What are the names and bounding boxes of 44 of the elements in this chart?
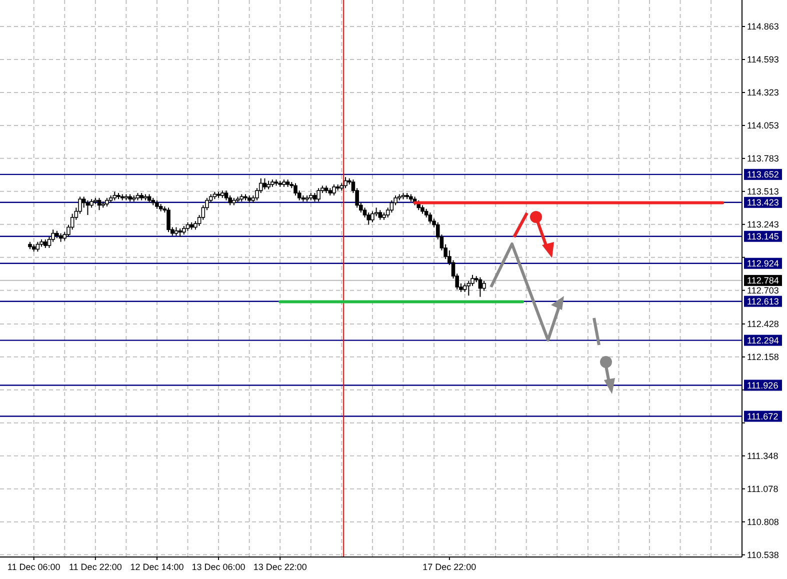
y-tick-label: 114.863 [747,22,779,32]
x-tick-label: 12 Dec 14:00 [130,562,184,572]
x-tick-label: 13 Dec 22:00 [253,562,307,572]
x-tick-label: 13 Dec 06:00 [192,562,246,572]
candlestick [97,197,102,211]
candlestick [378,210,382,220]
y-tick-label: 110.538 [747,550,779,560]
candlestick [262,178,267,190]
y-tick-label: 110.808 [747,516,779,527]
y-tick-label: 112.158 [747,352,779,362]
y-tick-label: 111.348 [747,450,778,461]
y-tick-label: 113.513 [747,186,779,196]
candlestick [228,194,232,206]
y-tick-label: 113.243 [747,219,779,230]
candlestick [316,188,320,202]
y-tick-label: 111.078 [747,484,778,494]
ref-line-label: 112.924 [747,258,779,268]
candlestick [166,207,170,233]
ref-line-label: 112.294 [747,335,779,346]
candlestick [224,190,228,201]
x-tick-label: 17 Dec 22:00 [422,562,476,572]
y-tick-label: 113.783 [747,153,779,164]
x-tick-label: 11 Dec 06:00 [7,562,60,572]
y-tick-label: 112.703 [747,285,779,296]
candlestick [428,212,432,224]
x-tick-label: 11 Dec 22:00 [68,562,122,572]
y-tick-label: 114.323 [747,87,779,98]
candlestick [478,276,482,298]
ref-line-label: 112.613 [747,296,779,306]
candlestick [390,200,394,214]
ref-line-label: 113.652 [747,169,779,180]
y-tick-label: 114.053 [747,120,779,130]
candlestick [36,241,40,252]
ref-line-label: 112.784 [747,275,779,286]
candlestick [482,280,486,292]
candlestick [344,176,348,189]
ref-line-label: 113.423 [747,197,779,208]
ref-line-label: 113.145 [747,231,779,242]
candlestick [332,184,336,196]
y-tick-label: 114.593 [747,54,779,64]
ref-line-label: 111.926 [747,380,778,390]
candlestick [370,210,374,223]
y-tick-label: 112.428 [747,318,779,329]
ref-line-label: 111.672 [747,411,778,422]
